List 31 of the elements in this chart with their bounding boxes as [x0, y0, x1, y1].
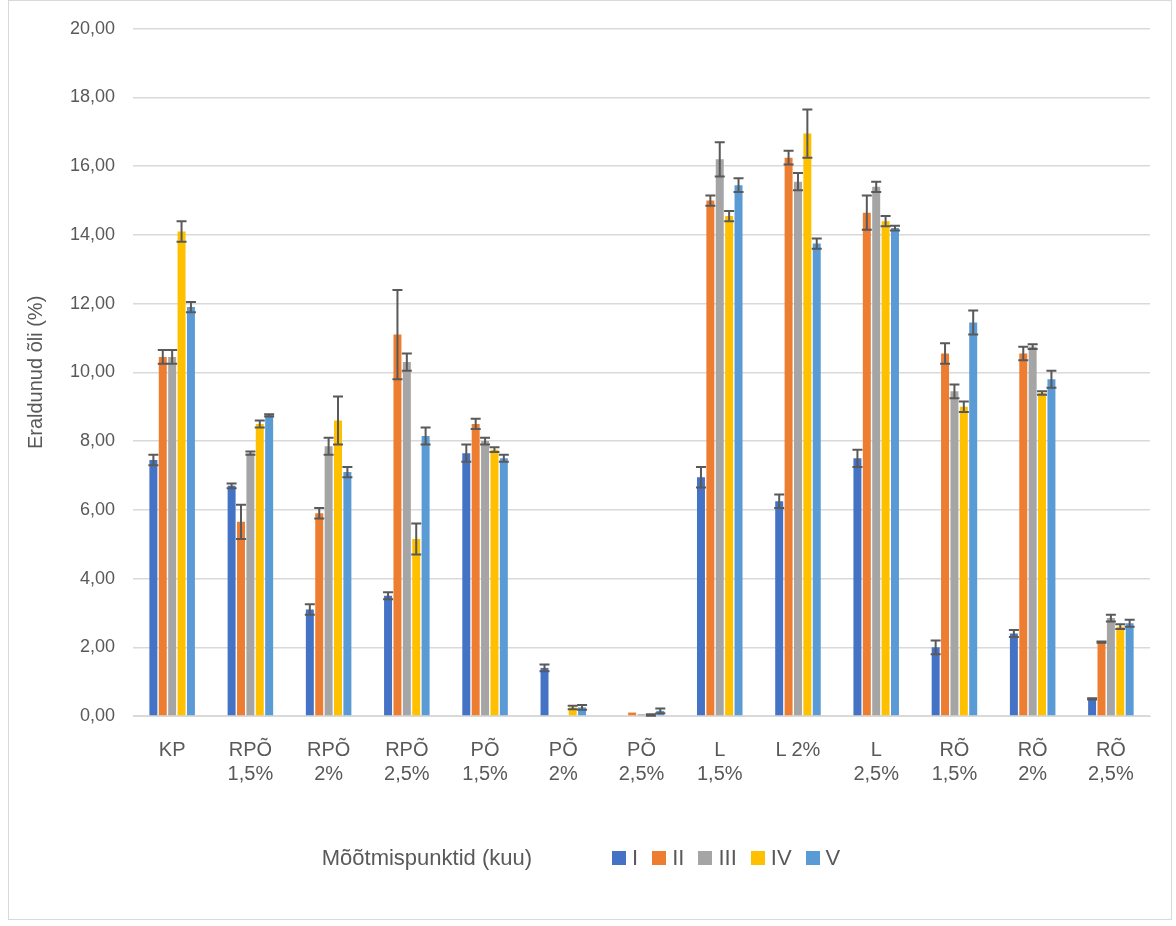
y-tick-label: 8,00	[80, 430, 116, 451]
y-tick-label: 4,00	[80, 567, 116, 588]
y-tick-label: 18,00	[70, 86, 116, 107]
legend-label: I	[632, 845, 639, 871]
y-tick-label: 2,00	[80, 636, 116, 657]
x-tick-label: KP	[158, 737, 186, 760]
x-tick-label: PÕ 2%	[548, 736, 578, 784]
x-tick-label: RPÕ 1,5%	[227, 736, 274, 784]
y-tick-label: 14,00	[70, 223, 116, 244]
x-tick-label: RÕ 2,5%	[1088, 736, 1134, 784]
x-tick-label: PÕ 1,5%	[462, 736, 509, 784]
legend-label: II	[672, 845, 685, 871]
x-tick-label: L 2%	[775, 737, 821, 760]
x-tick-label: RÕ 1,5%	[931, 736, 978, 784]
y-tick-label: 16,00	[70, 155, 116, 176]
y-tick-label: 12,00	[70, 292, 116, 313]
legend-label: V	[825, 845, 841, 871]
x-tick-label: L 1,5%	[696, 737, 743, 784]
y-tick-label: 20,00	[70, 17, 116, 38]
x-tick-label: RPÕ 2%	[306, 736, 351, 784]
y-axis-title: Eraldunud õli (%)	[23, 295, 46, 450]
legend-title: Mõõtmispunktid (kuu)	[321, 845, 533, 871]
x-tick-label: RPÕ 2,5%	[384, 736, 430, 784]
legend-label: III	[718, 845, 737, 871]
x-tick-label: PÕ 2,5%	[618, 736, 665, 784]
y-tick-label: 10,00	[70, 361, 116, 382]
y-tick-label: 6,00	[80, 498, 116, 519]
legend-label: IV	[770, 845, 792, 871]
y-tick-label: 0,00	[80, 704, 116, 725]
x-tick-label: RÕ 2%	[1017, 736, 1048, 784]
x-tick-label: L 2,5%	[853, 737, 900, 784]
